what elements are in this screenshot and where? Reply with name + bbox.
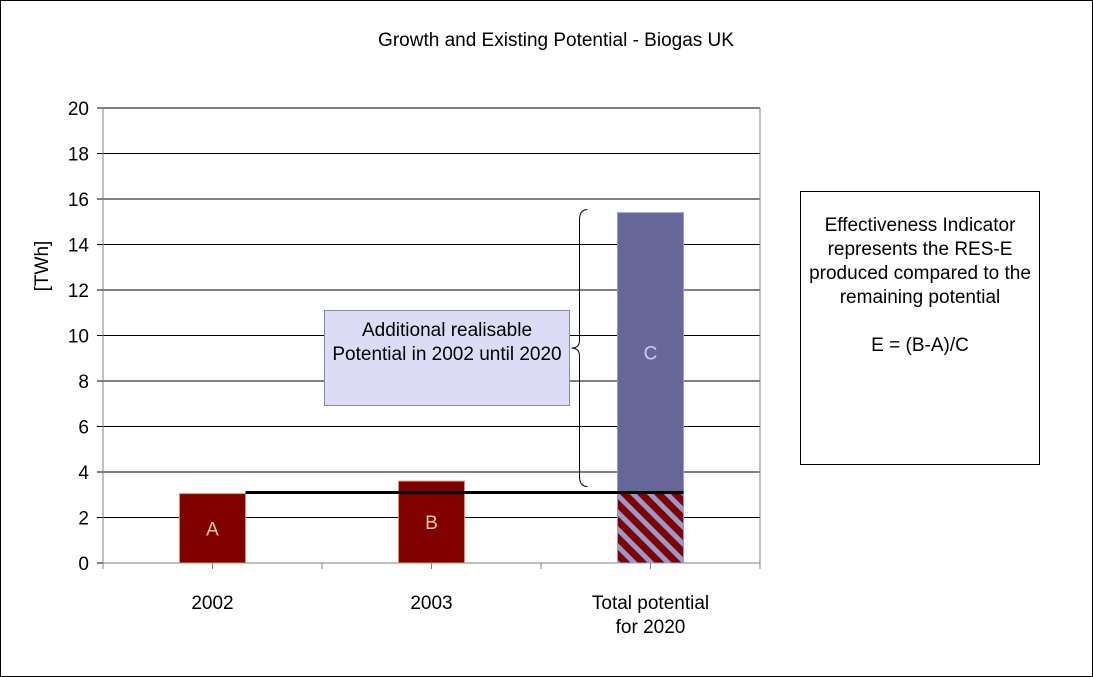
y-tick-label: 0	[78, 554, 89, 575]
y-tick-label: 16	[68, 190, 89, 211]
y-tick-label: 4	[78, 463, 89, 484]
annotation-note-text: Additional realisable Potential in 2002 …	[332, 320, 562, 365]
y-tick-labels: 0 2 4 6 8 10 12 14 16 18 20	[68, 99, 90, 575]
y-tick-label: 14	[68, 236, 90, 257]
y-tick-label: 2	[78, 509, 89, 530]
y-tick-label: 6	[78, 418, 89, 439]
info-formula: E = (B-A)/C	[871, 335, 969, 356]
x-tick-label: Total potential	[592, 593, 709, 614]
bar-label-B: B	[425, 513, 438, 534]
y-tick-label: 20	[68, 99, 89, 120]
x-tick-labels: 2002 2003 Total potential for 2020	[191, 593, 709, 638]
bar-B	[398, 480, 465, 564]
bar-label-C: C	[644, 344, 658, 365]
bar-C	[617, 212, 684, 493]
info-description: Effectiveness Indicator represents the R…	[809, 215, 1031, 308]
x-tick-label: for 2020	[616, 617, 686, 638]
x-tick-label: 2003	[410, 593, 452, 614]
bars: A B C	[179, 212, 684, 564]
brace-annotation	[571, 209, 588, 487]
y-tick-label: 8	[78, 372, 89, 393]
x-tick-label: 2002	[191, 593, 233, 614]
y-tick-label: 10	[68, 327, 89, 348]
y-tick-label: 12	[68, 281, 89, 302]
y-tick-label: 18	[68, 145, 89, 166]
annotation-note: Additional realisable Potential in 2002 …	[324, 310, 570, 406]
bar-label-A: A	[206, 519, 219, 540]
bar-A	[179, 493, 246, 564]
effectiveness-info-box: Effectiveness Indicator represents the R…	[800, 191, 1040, 465]
chart-title: Growth and Existing Potential - Biogas U…	[378, 30, 734, 51]
y-axis-label: [TWh]	[32, 241, 53, 292]
bar-hatched-base	[617, 491, 684, 564]
